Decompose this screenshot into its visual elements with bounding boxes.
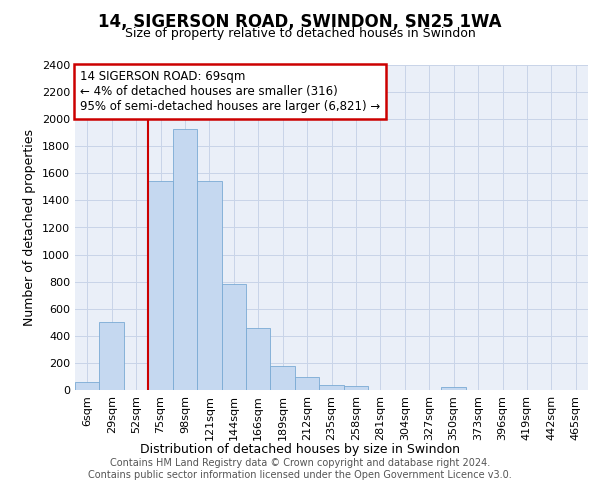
Bar xyxy=(197,182,221,390)
Text: Distribution of detached houses by size in Swindon: Distribution of detached houses by size … xyxy=(140,442,460,456)
Bar xyxy=(100,322,124,390)
Text: Size of property relative to detached houses in Swindon: Size of property relative to detached ho… xyxy=(125,28,475,40)
Bar xyxy=(344,386,368,390)
Bar xyxy=(221,284,246,390)
Text: 14 SIGERSON ROAD: 69sqm
← 4% of detached houses are smaller (316)
95% of semi-de: 14 SIGERSON ROAD: 69sqm ← 4% of detached… xyxy=(80,70,380,113)
Text: 14, SIGERSON ROAD, SWINDON, SN25 1WA: 14, SIGERSON ROAD, SWINDON, SN25 1WA xyxy=(98,12,502,30)
Bar xyxy=(173,128,197,390)
Bar xyxy=(442,386,466,390)
Bar xyxy=(246,328,271,390)
Bar xyxy=(295,377,319,390)
Bar xyxy=(148,182,173,390)
Text: Contains HM Land Registry data © Crown copyright and database right 2024.
Contai: Contains HM Land Registry data © Crown c… xyxy=(88,458,512,480)
Bar xyxy=(319,386,344,390)
Y-axis label: Number of detached properties: Number of detached properties xyxy=(23,129,37,326)
Bar xyxy=(75,382,100,390)
Bar xyxy=(271,366,295,390)
